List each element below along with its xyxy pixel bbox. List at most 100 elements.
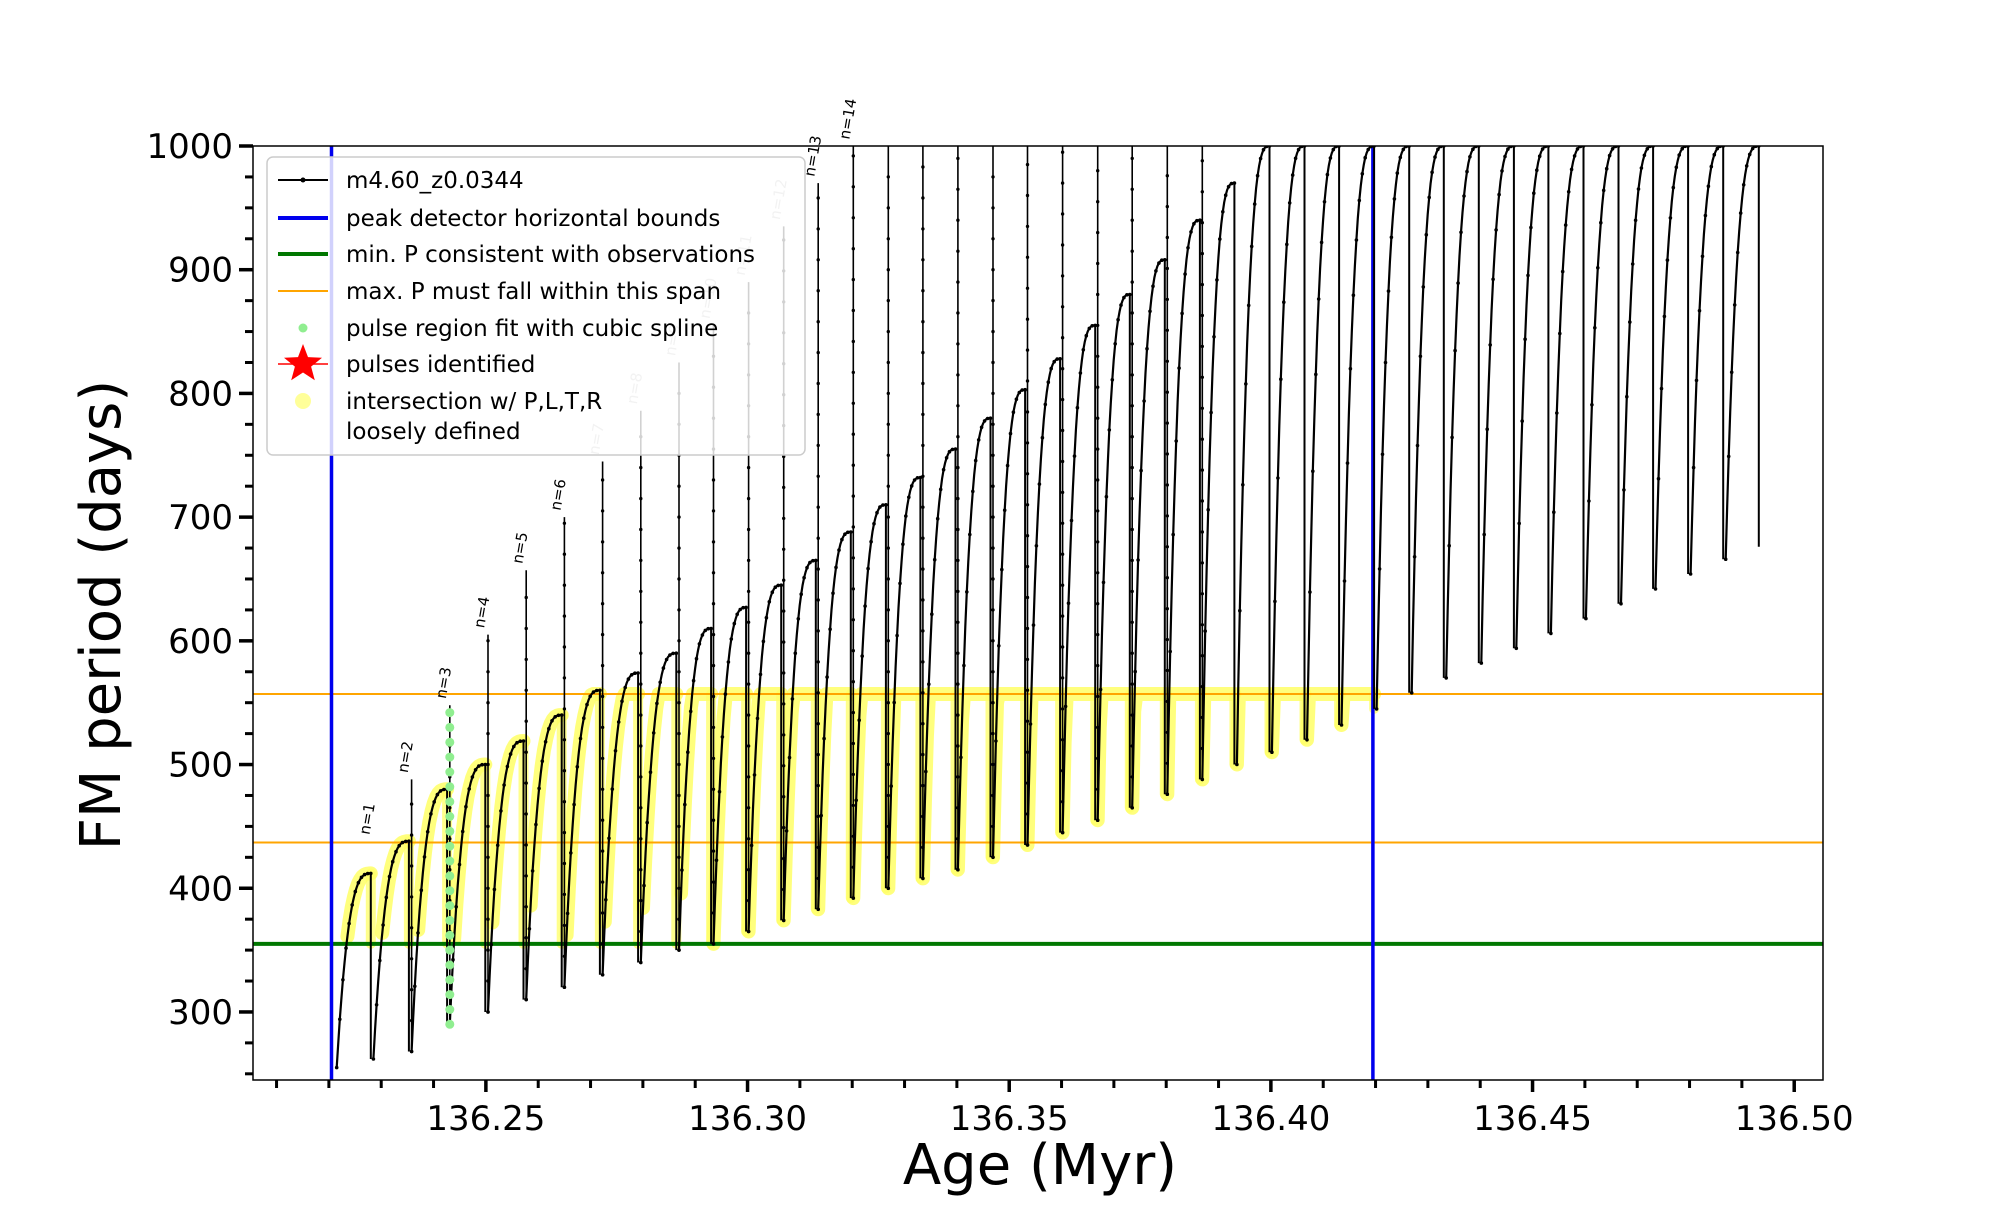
legend-label: max. P must fall within this span: [346, 279, 721, 305]
intersection-region: [1195, 687, 1242, 787]
pulse-curve: [1619, 146, 1655, 606]
legend-entry: m4.60_z0.0344: [278, 168, 524, 194]
intersection-region: [1300, 687, 1347, 747]
pulse-curve: [1374, 146, 1411, 711]
pulse-spike: [1130, 146, 1166, 810]
legend-entry: intersection w/ P,L,T,R: [295, 389, 602, 415]
pulse-curve: [1409, 146, 1446, 695]
pulse-curve: [486, 739, 526, 1014]
intersection-region: [1090, 687, 1137, 828]
legend-label: pulse region fit with cubic spline: [346, 316, 718, 342]
pulse-curve: [1235, 146, 1272, 767]
y-tick-label: 500: [168, 746, 233, 786]
pulse-curve: [1723, 146, 1761, 561]
pulse-curve: [1095, 292, 1132, 822]
pulse-curve: [639, 651, 679, 965]
pulse-curve: [1305, 146, 1341, 742]
pulse-curve: [991, 387, 1027, 860]
legend-label: pulses identified: [346, 352, 535, 378]
pulse-curve: [1025, 357, 1062, 847]
pulse-curve: [371, 839, 411, 1061]
intersection-region: [1055, 687, 1103, 840]
pulse-spike: [991, 146, 1027, 859]
legend-label: min. P consistent with observations: [346, 242, 755, 268]
intersection-region: [1020, 687, 1068, 852]
pulse-curve: [1514, 146, 1551, 651]
y-tick-label: 1000: [146, 127, 233, 167]
pulse-curve: [1060, 323, 1097, 835]
legend-entry: min. P consistent with observations: [278, 242, 755, 268]
y-tick-label: 600: [168, 622, 233, 662]
pulse-spike: [1200, 146, 1236, 782]
pulse-number-label: n=14: [836, 97, 861, 141]
intersection-region: [1160, 687, 1207, 802]
pulse-spike: [851, 146, 887, 900]
spline-fit-points: [445, 708, 455, 1029]
x-tick-label: 136.40: [1211, 1099, 1330, 1139]
legend-entry: peak detector horizontal bounds: [278, 206, 720, 232]
y-tick-label: 900: [168, 251, 233, 291]
pulse-number-label: n=2: [394, 740, 417, 774]
pulse-spike: [677, 362, 713, 952]
pulse-curve: [409, 787, 449, 1054]
legend-label: loosely defined: [346, 419, 521, 445]
intersection-region: [986, 687, 1033, 865]
plot-frame: [252, 145, 1824, 1081]
pulse-number-label: n=6: [547, 478, 570, 512]
y-tick-label: 700: [168, 498, 233, 538]
pulse-curve: [781, 558, 818, 923]
intersection-region: [1229, 687, 1277, 772]
legend-entry: loosely defined: [346, 419, 521, 445]
y-tick-label: 300: [168, 993, 233, 1033]
pulse-curve: [1270, 146, 1307, 754]
pulse-curve: [1549, 146, 1586, 636]
x-axis-title: Age (Myr): [903, 1133, 1177, 1198]
pulse-curve: [1479, 146, 1516, 665]
pulse-spike: [600, 461, 640, 977]
pulse-spike: [816, 183, 852, 911]
x-tick-label: 136.35: [950, 1099, 1069, 1139]
pulse-curve: [1688, 146, 1725, 576]
pulse-curve: [1584, 146, 1621, 621]
legend-entry: pulse region fit with cubic spline: [298, 316, 718, 342]
pulse-spike: [1096, 146, 1131, 822]
pulse-spike: [562, 517, 601, 989]
intersection-region: [1125, 687, 1172, 815]
pulse-curve: [851, 503, 888, 900]
pulse-spike: [486, 634, 525, 1014]
intersection-region: [674, 687, 719, 949]
pulse-spike: [886, 146, 922, 890]
pulse-spike: [524, 570, 563, 1002]
pulse-curve: [1339, 146, 1376, 727]
legend-entry: max. P must fall within this span: [278, 279, 721, 305]
pulse-curve: [524, 713, 564, 1002]
pulse-spike: [1025, 146, 1062, 847]
x-tick-label: 136.30: [688, 1099, 807, 1139]
legend-label: intersection w/ P,L,T,R: [346, 389, 602, 415]
pulse-number-label: n=3: [432, 666, 455, 700]
y-tick-label: 800: [168, 374, 233, 414]
pulse-curve: [1653, 146, 1690, 591]
intersection-region: [1334, 687, 1382, 732]
y-axis-title: FM period (days): [69, 380, 134, 850]
y-tick-label: 400: [168, 869, 233, 909]
pulse-number-label: n=4: [470, 595, 493, 629]
legend-box: [266, 156, 806, 456]
pulse-spike: [1165, 146, 1201, 796]
x-tick-label: 136.45: [1473, 1099, 1592, 1139]
pulse-curve: [677, 626, 713, 952]
legend-entry: pulses identified: [278, 344, 535, 381]
pulse-curve: [334, 871, 373, 1070]
legend-label: m4.60_z0.0344: [346, 168, 524, 194]
x-tick-label: 136.50: [1735, 1099, 1854, 1139]
pulse-curve: [956, 416, 993, 872]
x-tick-label: 136.25: [426, 1099, 545, 1139]
pulse-curve: [1444, 146, 1481, 680]
pulse-number-label: n=1: [356, 802, 379, 836]
legend-label: peak detector horizontal bounds: [346, 206, 720, 232]
pulse-curve: [1200, 181, 1237, 782]
intersection-region: [559, 687, 607, 949]
